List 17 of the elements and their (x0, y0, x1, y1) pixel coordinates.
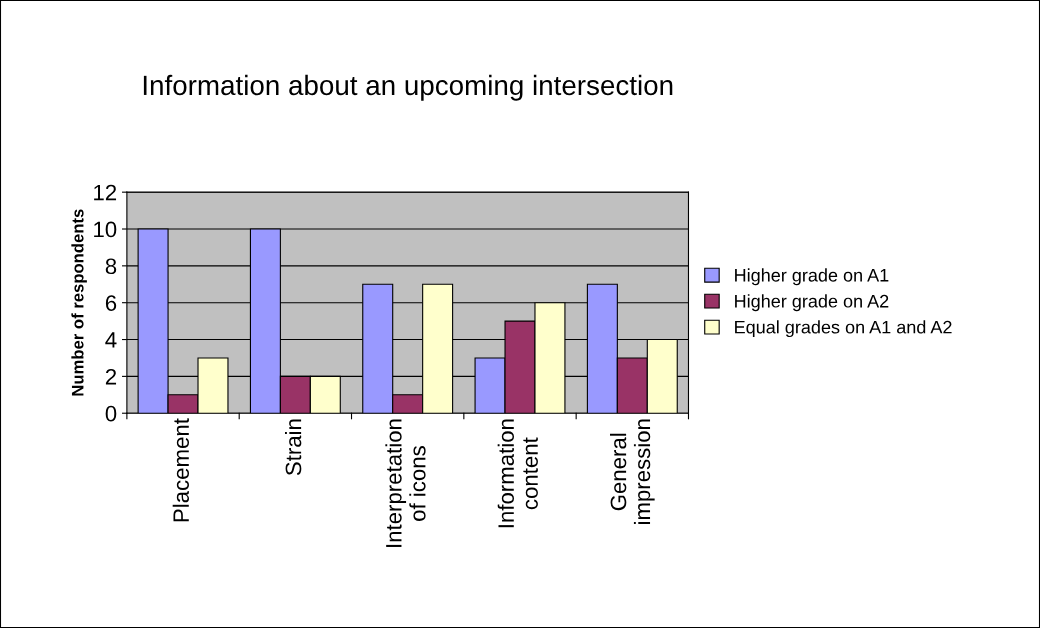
y-tick-label: 10 (94, 221, 117, 238)
y-tick-label: 0 (105, 405, 117, 422)
x-tick-label: Information content (497, 419, 538, 528)
x-tick-label: General impression (609, 419, 655, 525)
x-tick-label: Interpretation of icons (385, 419, 426, 547)
y-tick-label: 8 (105, 258, 117, 275)
x-tick-label: Strain (285, 419, 302, 476)
legend-label: Equal grades on A1 and A2 (735, 320, 952, 338)
chart-title: Information about an upcoming intersection (143, 74, 673, 101)
legend-label: Higher grade on A2 (735, 294, 889, 312)
legend-label: Higher grade on A1 (735, 268, 889, 286)
y-tick-label: 2 (105, 368, 117, 385)
y-tick-label: 6 (105, 295, 117, 311)
y-tick-label: 12 (94, 184, 117, 201)
y-axis-title: Number of respondents (71, 209, 87, 396)
y-tick-label: 4 (105, 332, 117, 348)
x-tick-label: Placement (172, 418, 190, 522)
